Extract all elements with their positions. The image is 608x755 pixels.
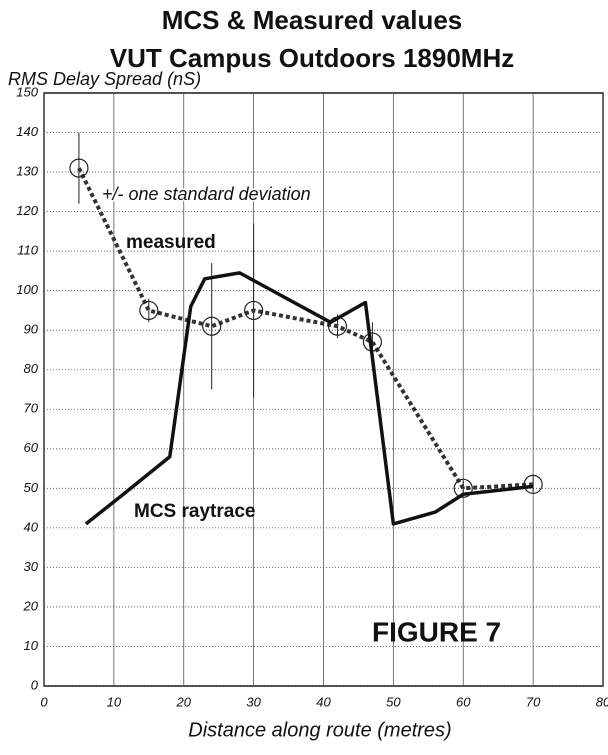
x-tick-label: 40 xyxy=(316,694,331,709)
chart-title: MCS & Measured values xyxy=(162,5,463,35)
x-tick-label: 0 xyxy=(40,694,48,709)
y-tick-label: 110 xyxy=(17,243,38,258)
x-tick-label: 10 xyxy=(107,694,122,709)
y-tick-label: 60 xyxy=(24,440,39,455)
chart-title: VUT Campus Outdoors 1890MHz xyxy=(110,43,515,73)
y-tick-label: 50 xyxy=(24,480,39,495)
data-point xyxy=(244,300,264,321)
x-axis-label: Distance along route (metres) xyxy=(188,719,451,741)
y-tick-label: 140 xyxy=(16,124,38,139)
y-tick-label: 40 xyxy=(24,519,39,534)
y-axis-label: RMS Delay Spread (nS) xyxy=(8,69,201,89)
x-tick-label: 80 xyxy=(596,694,608,709)
y-tick-label: 100 xyxy=(16,282,38,297)
series-line xyxy=(84,271,534,526)
x-tick-label: 50 xyxy=(386,694,401,709)
y-tick-label: 10 xyxy=(24,638,39,653)
y-tick-label: 70 xyxy=(24,401,39,416)
y-tick-label: 90 xyxy=(24,322,39,337)
data-point xyxy=(139,300,159,321)
series-line xyxy=(77,167,534,491)
y-tick-label: 80 xyxy=(24,361,39,376)
x-tick-label: 20 xyxy=(176,694,192,709)
x-tick-label: 70 xyxy=(526,694,541,709)
data-point xyxy=(523,474,543,494)
y-tick-label: 20 xyxy=(23,598,39,613)
annotation: MCS raytrace xyxy=(134,501,255,522)
data-point xyxy=(202,316,222,336)
y-tick-label: 130 xyxy=(16,164,38,179)
data-point xyxy=(453,478,473,498)
data-point xyxy=(69,158,89,178)
x-tick-label: 60 xyxy=(456,694,471,709)
y-tick-label: 150 xyxy=(16,84,38,99)
y-tick-label: 30 xyxy=(24,559,39,574)
annotation: +/- one standard deviation xyxy=(102,184,311,204)
y-tick-label: 120 xyxy=(16,203,38,218)
y-tick-label: 0 xyxy=(31,677,39,692)
x-tick-label: 30 xyxy=(246,694,261,709)
annotation: measured xyxy=(126,232,216,253)
annotation: FIGURE 7 xyxy=(372,616,501,647)
